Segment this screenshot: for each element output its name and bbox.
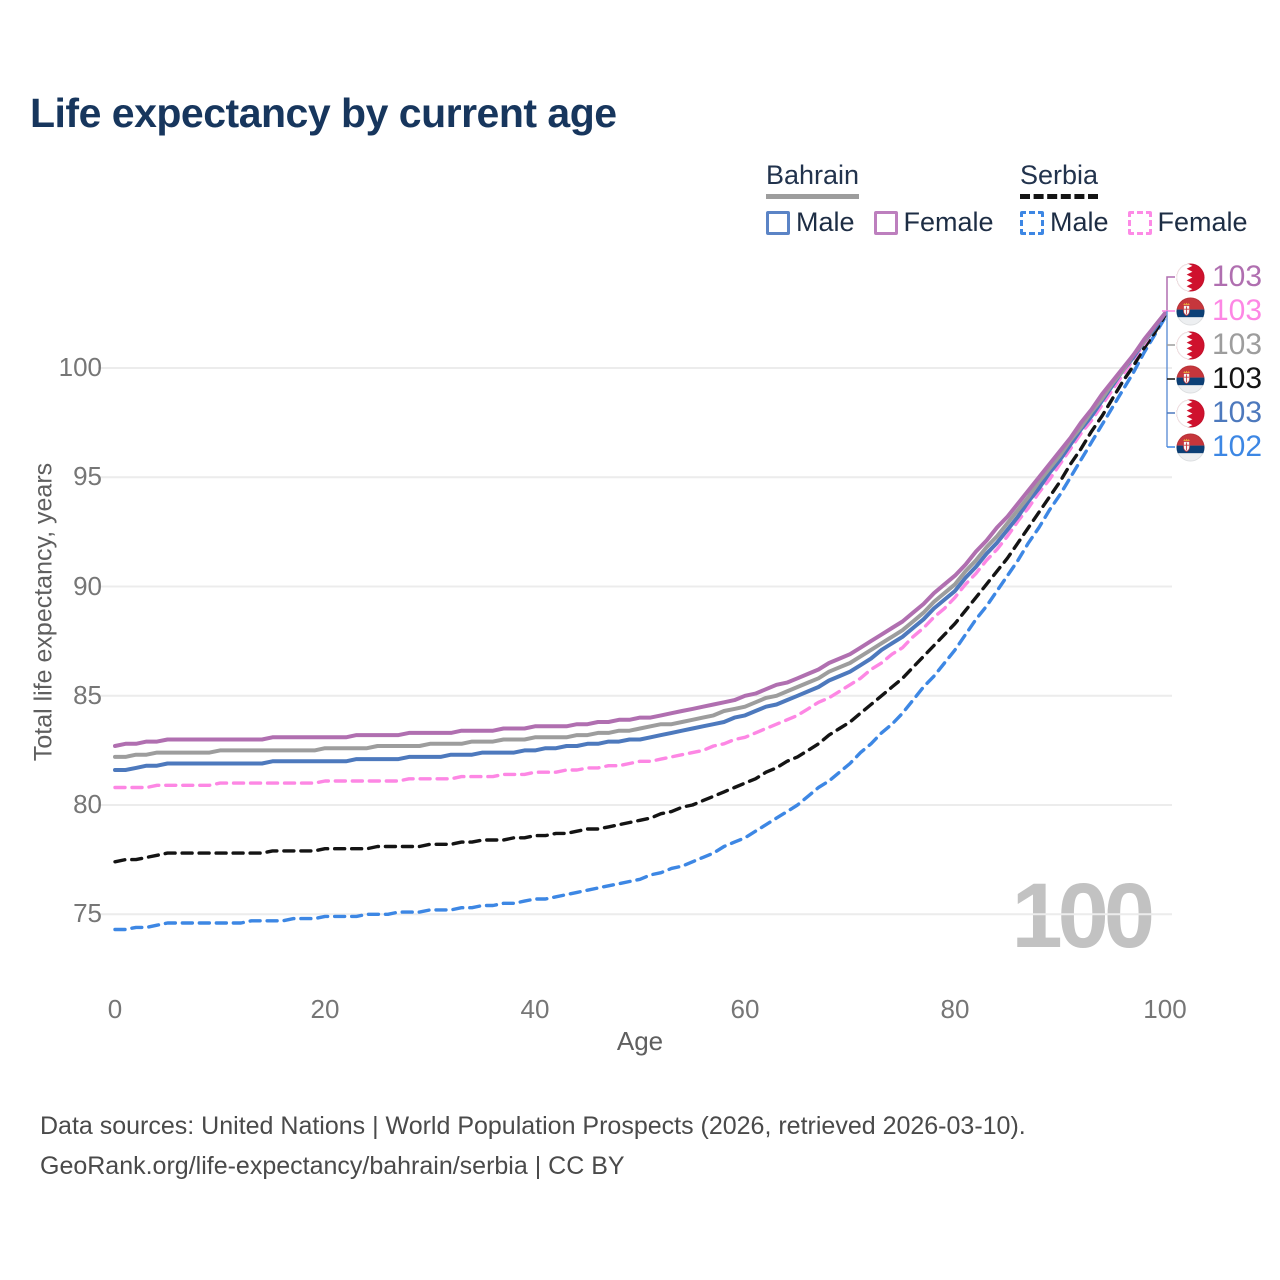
legend-group-bahrain: Bahrain Male Female — [766, 160, 994, 238]
legend-item-label: Male — [796, 207, 855, 237]
legend-country-serbia-label: Serbia — [1020, 160, 1099, 190]
age-cursor-watermark: 100 — [1011, 865, 1155, 967]
legend-item-serbia-male[interactable]: Male — [1020, 207, 1109, 238]
legend-item-label: Female — [903, 207, 994, 237]
serbia-line-swatch — [1020, 194, 1099, 199]
footer-sources-line: Data sources: United Nations | World Pop… — [40, 1112, 1026, 1140]
end-value-label: 103 — [1212, 362, 1263, 395]
bahrain-flag-icon — [1176, 330, 1205, 360]
series-line-serbia-female — [113, 311, 1167, 790]
end-value-label: 102 — [1212, 430, 1263, 463]
end-label-row-serbia: 103 — [1176, 296, 1262, 326]
end-label-row-serbia: 103 — [1176, 364, 1262, 394]
end-label-row-bahrain: 103 — [1176, 398, 1262, 428]
serbia-male-swatch-icon — [1020, 210, 1044, 235]
legend-country-bahrain: Bahrain — [766, 160, 860, 199]
y-tick-label-90: 90 — [73, 570, 102, 601]
y-tick-label-80: 80 — [73, 789, 102, 819]
end-value-label: 103 — [1212, 260, 1263, 293]
y-axis-title: Total life expectancy, years — [29, 462, 58, 762]
legend-group-serbia: Serbia Male Female — [1020, 160, 1248, 238]
legend-country-serbia: Serbia — [1020, 160, 1099, 199]
legend-item-bahrain-female[interactable]: Female — [873, 207, 994, 238]
series-line-bahrain-both — [113, 311, 1167, 759]
y-tick-label-95: 95 — [73, 461, 102, 492]
footer-attribution-line: GeoRank.org/life-expectancy/bahrain/serb… — [40, 1152, 625, 1180]
x-tick-label-80: 80 — [940, 994, 970, 1024]
x-tick-label-60: 60 — [730, 994, 760, 1024]
bahrain-flag-icon — [1176, 262, 1205, 292]
bahrain-male-swatch-icon — [766, 210, 790, 235]
series-line-serbia-both — [113, 313, 1167, 864]
legend-country-bahrain-label: Bahrain — [766, 160, 860, 190]
x-tick-label-0: 0 — [107, 994, 123, 1024]
series-line-bahrain-female — [113, 311, 1167, 748]
legend-item-serbia-female[interactable]: Female — [1127, 207, 1248, 238]
x-tick-label-20: 20 — [310, 994, 340, 1024]
x-tick-label-100: 100 — [1143, 994, 1187, 1024]
bahrain-line-swatch — [766, 194, 860, 199]
end-value-label: 103 — [1212, 328, 1263, 361]
end-value-label: 103 — [1212, 396, 1263, 429]
x-axis-title: Age — [616, 1026, 664, 1056]
serbia-flag-icon — [1176, 364, 1205, 394]
end-label-row-serbia: 102 — [1176, 432, 1262, 462]
legend-item-bahrain-male[interactable]: Male — [766, 207, 855, 238]
x-tick-label-40: 40 — [520, 994, 550, 1024]
bahrain-female-swatch-icon — [873, 210, 898, 235]
series-line-serbia-male — [113, 316, 1167, 932]
data-sources-footer: Data sources: United Nations | World Pop… — [40, 1106, 1026, 1186]
page-title: Life expectancy by current age — [30, 90, 617, 136]
serbia-flag-icon — [1176, 296, 1205, 326]
end-label-row-bahrain: 103 — [1176, 262, 1262, 292]
y-tick-label-75: 75 — [73, 898, 102, 929]
serbia-flag-icon — [1176, 432, 1205, 462]
y-tick-label-85: 85 — [73, 679, 102, 710]
end-label-row-bahrain: 103 — [1176, 330, 1262, 360]
legend-item-label: Female — [1157, 207, 1248, 237]
serbia-female-swatch-icon — [1127, 210, 1152, 235]
bahrain-flag-icon — [1176, 398, 1205, 428]
series-line-bahrain-male — [113, 311, 1167, 772]
y-tick-label-100: 100 — [58, 352, 102, 382]
legend-item-label: Male — [1050, 207, 1109, 237]
end-value-label: 103 — [1212, 294, 1263, 327]
leader-line — [1166, 276, 1175, 311]
